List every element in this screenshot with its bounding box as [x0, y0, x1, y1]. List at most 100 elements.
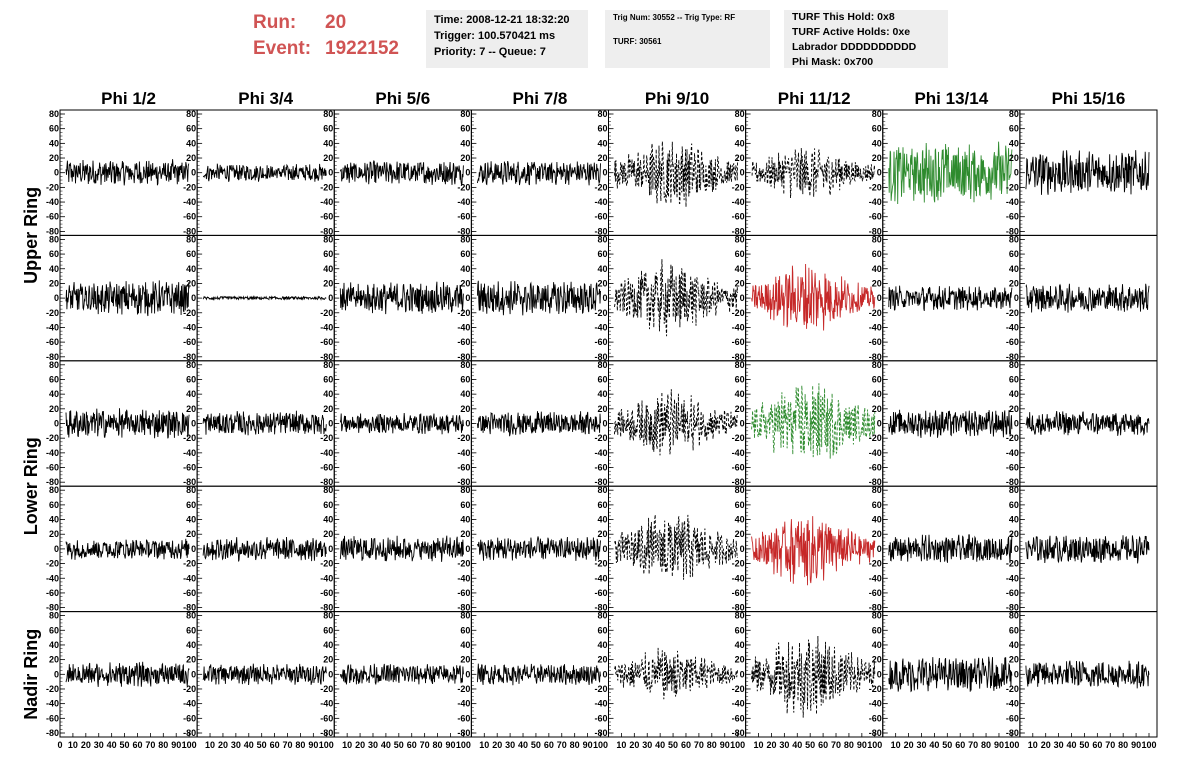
turf-hold-text: TURF This Hold: 0x8 — [792, 11, 895, 23]
y-tick-label: 20 — [872, 153, 882, 163]
x-tick-label: 30 — [1054, 740, 1064, 750]
y-tick-label: -80 — [1006, 226, 1019, 236]
y-tick-label: 20 — [186, 404, 196, 414]
y-tick-label: -40 — [320, 699, 333, 709]
y-tick-label: -60 — [732, 713, 745, 723]
y-tick-label: -80 — [869, 226, 882, 236]
y-tick-label: 60 — [597, 374, 607, 384]
y-tick-label: -80 — [183, 728, 196, 738]
y-tick-label: -60 — [320, 337, 333, 347]
ring-label: Upper Ring — [21, 187, 41, 284]
x-tick-label: 10 — [68, 740, 78, 750]
y-tick-label: 20 — [1009, 278, 1019, 288]
x-tick-label: 50 — [805, 740, 815, 750]
y-tick-label: -80 — [1006, 477, 1019, 487]
x-tick-label: 50 — [668, 740, 678, 750]
y-tick-label: 60 — [872, 500, 882, 510]
x-tick-label: 50 — [120, 740, 130, 750]
waveform-trace — [888, 534, 1013, 564]
y-tick-label: 0 — [328, 293, 333, 303]
y-tick-label: -40 — [1006, 322, 1019, 332]
x-tick-label: 70 — [283, 740, 293, 750]
y-tick-label: 0 — [54, 419, 59, 429]
y-tick-label: 40 — [323, 515, 333, 525]
y-tick-label: 60 — [323, 374, 333, 384]
y-tick-label: 20 — [460, 153, 470, 163]
y-tick-label: -60 — [457, 588, 470, 598]
x-tick-label: 90 — [583, 740, 593, 750]
y-tick-label: -60 — [46, 337, 59, 347]
waveform-trace — [339, 663, 464, 686]
y-tick-label: 60 — [735, 124, 745, 134]
y-tick-label: -60 — [594, 588, 607, 598]
x-tick-label: 50 — [394, 740, 404, 750]
waveform-trace — [339, 535, 464, 562]
x-tick-label: 100 — [182, 740, 197, 750]
y-tick-label: -20 — [1006, 433, 1019, 443]
y-tick-label: 20 — [186, 529, 196, 539]
y-tick-label: -40 — [594, 197, 607, 207]
y-tick-label: -80 — [869, 728, 882, 738]
ring-label: Nadir Ring — [21, 629, 41, 720]
y-tick-label: 60 — [735, 374, 745, 384]
x-tick-label: 20 — [904, 740, 914, 750]
y-tick-label: -40 — [732, 448, 745, 458]
y-tick-label: -40 — [1006, 197, 1019, 207]
y-tick-label: 60 — [49, 374, 59, 384]
y-tick-label: -60 — [1006, 588, 1019, 598]
y-tick-label: 40 — [597, 138, 607, 148]
y-tick-label: 0 — [191, 419, 196, 429]
y-tick-label: -40 — [1006, 573, 1019, 583]
y-tick-label: -60 — [1006, 337, 1019, 347]
y-tick-label: -80 — [1006, 728, 1019, 738]
x-tick-label: 100 — [730, 740, 745, 750]
y-tick-label: -20 — [46, 308, 59, 318]
y-tick-label: 60 — [872, 625, 882, 635]
y-tick-label: 20 — [460, 655, 470, 665]
y-tick-label: -80 — [732, 477, 745, 487]
column-header: Phi 5/6 — [375, 89, 430, 108]
waveform-trace — [751, 147, 876, 199]
y-tick-label: 20 — [323, 529, 333, 539]
waveform-trace — [202, 295, 327, 301]
x-tick-label: 80 — [844, 740, 854, 750]
y-tick-label: -40 — [732, 699, 745, 709]
y-tick-label: 0 — [191, 669, 196, 679]
y-tick-label: -40 — [457, 699, 470, 709]
waveform-trace — [614, 514, 739, 580]
x-tick-label: 30 — [642, 740, 652, 750]
y-tick-label: -40 — [457, 573, 470, 583]
x-tick-label: 60 — [407, 740, 417, 750]
y-tick-label: 60 — [460, 625, 470, 635]
y-tick-label: -20 — [594, 433, 607, 443]
y-tick-label: -20 — [732, 308, 745, 318]
y-tick-label: -80 — [594, 603, 607, 613]
y-tick-label: 80 — [460, 611, 470, 621]
y-tick-label: -20 — [320, 433, 333, 443]
waveform-trace — [65, 661, 190, 687]
y-tick-label: 80 — [1009, 485, 1019, 495]
y-tick-label: -80 — [46, 603, 59, 613]
y-tick-label: -20 — [183, 684, 196, 694]
y-tick-label: -20 — [320, 684, 333, 694]
y-tick-label: -40 — [46, 573, 59, 583]
y-tick-label: 60 — [1009, 249, 1019, 259]
waveform-trace — [202, 663, 327, 686]
y-tick-label: 0 — [877, 419, 882, 429]
waveform-trace — [1025, 283, 1150, 313]
x-tick-label: 10 — [342, 740, 352, 750]
y-tick-label: 0 — [877, 544, 882, 554]
y-tick-label: -80 — [732, 352, 745, 362]
y-tick-label: 60 — [186, 374, 196, 384]
x-tick-label: 60 — [270, 740, 280, 750]
y-tick-label: -40 — [869, 573, 882, 583]
y-tick-label: 20 — [49, 153, 59, 163]
y-tick-label: -80 — [46, 226, 59, 236]
y-tick-label: 40 — [597, 515, 607, 525]
y-tick-label: 20 — [49, 278, 59, 288]
y-tick-label: -80 — [594, 477, 607, 487]
y-tick-label: 0 — [191, 168, 196, 178]
x-tick-label: 100 — [867, 740, 882, 750]
y-tick-label: -20 — [320, 559, 333, 569]
y-tick-label: -60 — [1006, 212, 1019, 222]
